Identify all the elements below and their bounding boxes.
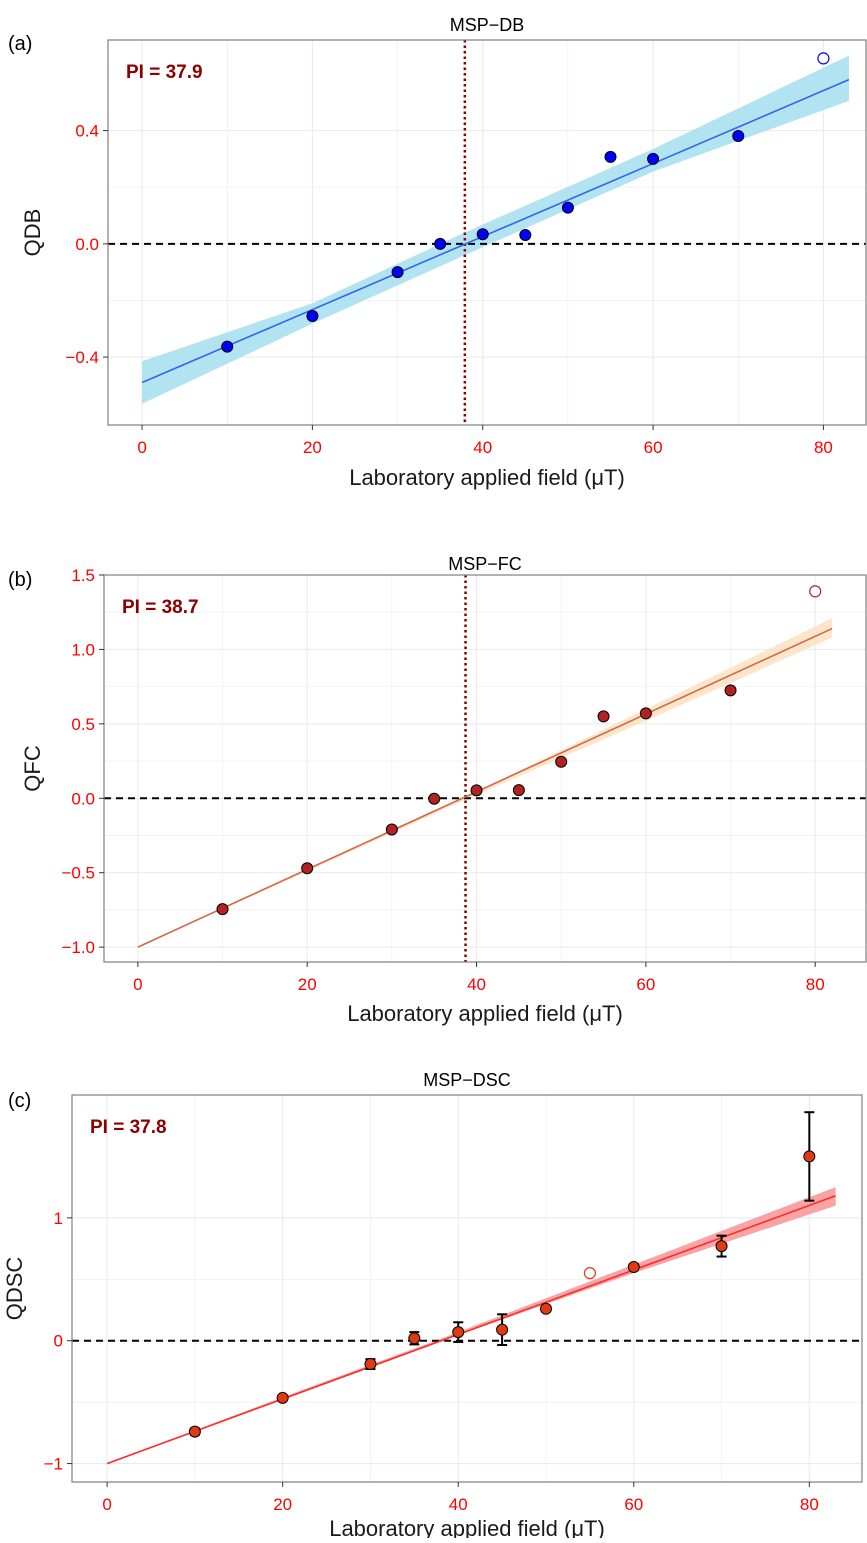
confidence-band bbox=[142, 55, 849, 404]
y-tick-label: 0.0 bbox=[71, 789, 95, 808]
y-tick-label: −0.4 bbox=[65, 348, 99, 367]
data-point bbox=[276, 1391, 289, 1404]
data-point bbox=[301, 862, 314, 875]
data-point bbox=[496, 1323, 509, 1336]
data-point bbox=[519, 229, 532, 242]
x-axis-title: Laboratory applied field (μT) bbox=[349, 465, 625, 490]
fit-line bbox=[137, 627, 833, 948]
fit-line bbox=[106, 1194, 836, 1465]
y-tick-label: −1 bbox=[44, 1455, 63, 1474]
x-tick-label: 40 bbox=[473, 438, 492, 457]
x-tick-label: 0 bbox=[137, 438, 146, 457]
plot-background bbox=[72, 1095, 862, 1482]
plot-border bbox=[71, 1094, 863, 1483]
x-tick-label: 40 bbox=[449, 1495, 468, 1514]
data-point bbox=[604, 150, 617, 163]
data-point bbox=[597, 710, 610, 723]
data-point bbox=[561, 201, 574, 214]
y-axis-title: QDB bbox=[20, 209, 45, 257]
excluded-data-point bbox=[583, 1267, 596, 1280]
data-point bbox=[732, 129, 745, 142]
data-point bbox=[385, 823, 398, 836]
chart-title: MSP−DB bbox=[450, 15, 525, 35]
excluded-data-point bbox=[809, 585, 822, 598]
pi-label: PI = 37.8 bbox=[90, 1117, 167, 1138]
y-tick-label: 0.4 bbox=[75, 122, 99, 141]
x-axis-title: Laboratory applied field (μT) bbox=[329, 1516, 605, 1538]
plot-background bbox=[104, 575, 866, 962]
y-tick-label: 0 bbox=[54, 1332, 63, 1351]
x-tick-label: 20 bbox=[298, 975, 317, 994]
plot-border bbox=[103, 574, 867, 963]
data-point bbox=[391, 266, 404, 279]
data-point bbox=[540, 1302, 552, 1315]
x-tick-label: 40 bbox=[467, 975, 486, 994]
data-point bbox=[627, 1261, 640, 1273]
y-tick-label: 1.5 bbox=[71, 566, 95, 585]
x-axis-title: Laboratory applied field (μT) bbox=[347, 1001, 623, 1026]
data-point bbox=[803, 1150, 816, 1163]
y-axis-title: QDSC bbox=[2, 1257, 27, 1321]
pi-label: PI = 38.7 bbox=[122, 597, 199, 618]
panel-label: (b) bbox=[8, 569, 32, 591]
data-point bbox=[647, 152, 660, 165]
x-tick-label: 0 bbox=[133, 975, 142, 994]
y-tick-label: −0.5 bbox=[61, 864, 95, 883]
x-tick-label: 80 bbox=[806, 975, 825, 994]
chart-panel-3: 0 20 40 60 80 −1 0 1 (c) MSP−DSC Laboratory applie… bbox=[2, 1070, 863, 1541]
data-point bbox=[306, 310, 319, 323]
data-point bbox=[221, 340, 234, 353]
data-point bbox=[512, 784, 525, 797]
y-axis-title: QFC bbox=[20, 745, 45, 792]
panel-label: (c) bbox=[8, 1090, 31, 1112]
x-tick-label: 60 bbox=[644, 438, 663, 457]
data-point bbox=[724, 684, 737, 697]
plot-border bbox=[107, 39, 867, 426]
data-point bbox=[408, 1332, 421, 1345]
chart-panel-2: 0 20 40 60 80 −1.0 −0.5 0.0 0.5 1.0 1.5 (b) MSP−FC La… bbox=[8, 554, 867, 1026]
x-tick-label: 80 bbox=[800, 1495, 819, 1514]
chart-panel-1: 0 20 40 60 80 −0.4 0.0 0.4 (a) MSP−DB Laboratory a… bbox=[8, 15, 867, 490]
data-point bbox=[639, 707, 652, 720]
y-tick-label: 0.5 bbox=[71, 715, 95, 734]
y-tick-label: 1 bbox=[54, 1209, 63, 1228]
data-point bbox=[364, 1358, 377, 1371]
panel-label: (a) bbox=[8, 33, 32, 55]
data-point bbox=[216, 903, 229, 916]
chart-title: MSP−FC bbox=[448, 554, 522, 574]
x-tick-label: 60 bbox=[624, 1495, 643, 1514]
fit-line bbox=[141, 78, 850, 384]
pi-label: PI = 37.9 bbox=[126, 62, 203, 83]
x-tick-label: 20 bbox=[273, 1495, 292, 1514]
data-point bbox=[715, 1240, 728, 1253]
x-tick-label: 60 bbox=[636, 975, 655, 994]
x-tick-label: 20 bbox=[303, 438, 322, 457]
chart-title: MSP−DSC bbox=[423, 1070, 511, 1090]
x-tick-label: 80 bbox=[814, 438, 833, 457]
data-point bbox=[188, 1425, 201, 1438]
data-point bbox=[476, 228, 489, 241]
y-tick-label: 0.0 bbox=[75, 235, 99, 254]
data-point bbox=[452, 1326, 465, 1339]
excluded-data-point bbox=[817, 52, 830, 65]
x-tick-label: 0 bbox=[102, 1495, 111, 1514]
y-tick-label: −1.0 bbox=[61, 938, 95, 957]
data-point bbox=[470, 784, 483, 797]
data-point bbox=[555, 755, 568, 768]
y-tick-label: 1.0 bbox=[71, 640, 95, 659]
data-point bbox=[428, 792, 441, 805]
data-point bbox=[434, 237, 447, 250]
